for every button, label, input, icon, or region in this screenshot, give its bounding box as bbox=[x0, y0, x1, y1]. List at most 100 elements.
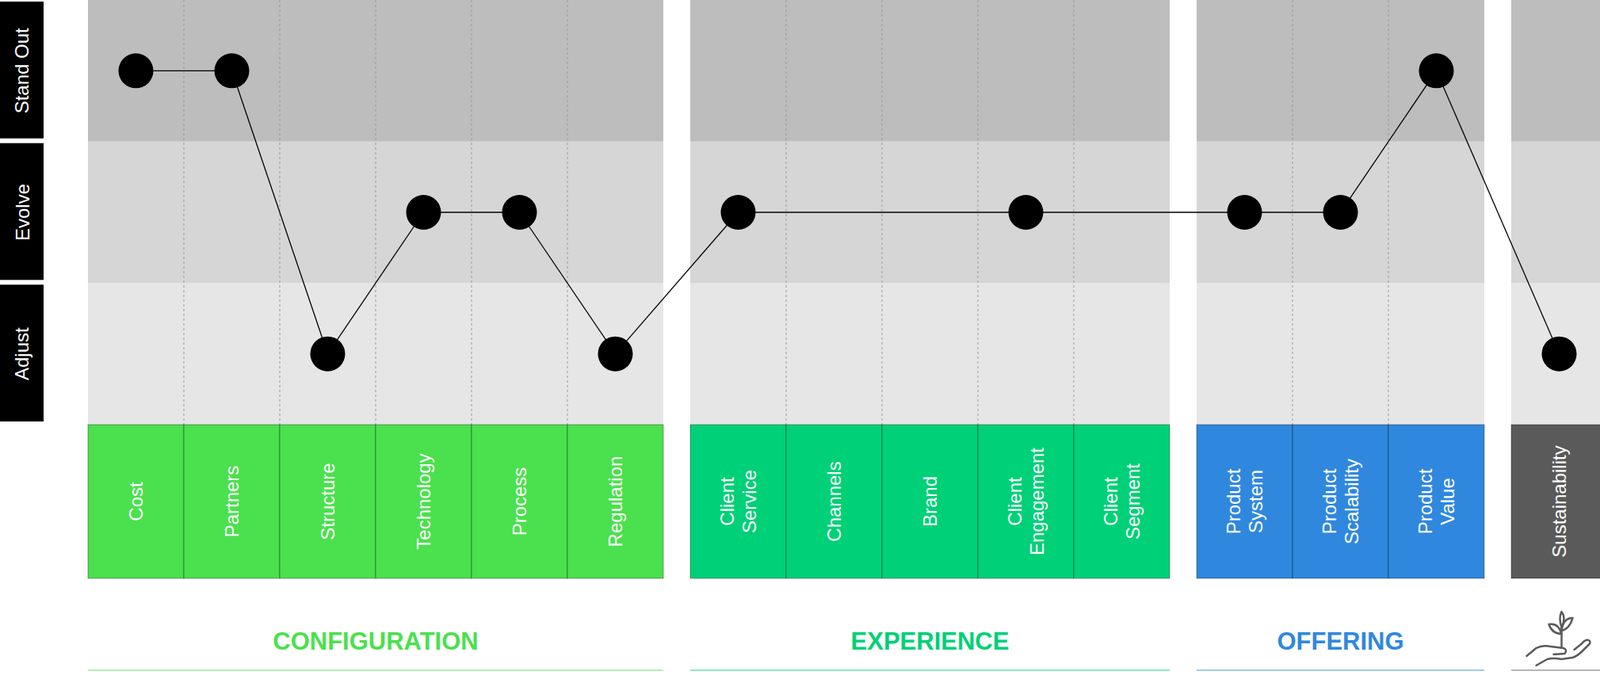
profile-segment bbox=[1436, 70, 1560, 354]
profile-point bbox=[1323, 194, 1359, 230]
category-label-line: Client bbox=[1004, 477, 1026, 527]
category-label-line: Process bbox=[508, 467, 531, 537]
level-band bbox=[690, 0, 1170, 142]
category-label-line: Scalability bbox=[1340, 458, 1363, 545]
category-label-line: Service bbox=[738, 469, 760, 534]
level-label: Stand Out bbox=[11, 27, 34, 114]
level-band bbox=[1511, 0, 1600, 142]
category-box bbox=[1511, 424, 1600, 579]
level-band bbox=[1196, 141, 1485, 284]
category-box bbox=[786, 424, 883, 579]
category-box bbox=[1292, 424, 1389, 579]
profile-point bbox=[214, 53, 250, 88]
category-label-line: Client bbox=[716, 477, 738, 527]
group-underline bbox=[87, 669, 664, 672]
level-band bbox=[1511, 282, 1600, 425]
group-title: EXPERIENCE bbox=[851, 627, 1010, 656]
profile-point bbox=[406, 194, 442, 230]
column-separator bbox=[567, 0, 569, 425]
level-band bbox=[1511, 141, 1600, 284]
chart-svg: AdjustEvolveStand OutCostPartnersStructu… bbox=[0, 0, 1600, 675]
profile-segment bbox=[738, 211, 1027, 213]
category-label: ProductValue bbox=[1414, 468, 1459, 535]
category-label-line: Client bbox=[1099, 477, 1122, 527]
level-label: Adjust bbox=[11, 327, 34, 381]
profile-segment bbox=[519, 212, 616, 355]
profile-segment bbox=[328, 212, 424, 355]
profile-point bbox=[598, 336, 634, 372]
category-label-line: Product bbox=[1222, 468, 1245, 535]
profile-point bbox=[1419, 53, 1455, 88]
category-label: Channels bbox=[823, 461, 845, 542]
category-label-line: Brand bbox=[919, 476, 941, 527]
group-underline bbox=[1511, 669, 1600, 672]
category-box bbox=[1073, 424, 1170, 579]
profile-point bbox=[118, 53, 154, 88]
category-box bbox=[977, 424, 1074, 579]
category-box bbox=[183, 424, 280, 579]
category-label-line: Value bbox=[1436, 477, 1459, 526]
category-label-line: Partners bbox=[221, 465, 243, 539]
icon-hand-bottom bbox=[1536, 640, 1591, 666]
group-title: OFFERING bbox=[1276, 627, 1404, 656]
category-label: Technology bbox=[412, 453, 435, 550]
category-label: Structure bbox=[316, 462, 339, 540]
column-separator bbox=[183, 0, 185, 425]
column-separator bbox=[375, 0, 377, 425]
category-label-line: Product bbox=[1318, 468, 1341, 535]
category-label: Partners bbox=[221, 465, 243, 539]
level-band bbox=[1196, 282, 1485, 425]
profile-point bbox=[310, 336, 346, 372]
profile-point bbox=[502, 194, 538, 230]
category-label-line: Segment bbox=[1122, 463, 1144, 540]
category-label: ProductSystem bbox=[1222, 468, 1267, 535]
category-label-line: Channels bbox=[823, 461, 845, 542]
category-box bbox=[279, 424, 376, 579]
profile-segment bbox=[1026, 211, 1245, 213]
category-label: ClientSegment bbox=[1099, 463, 1144, 540]
category-label-line: Technology bbox=[412, 453, 435, 550]
category-label-line: Regulation bbox=[604, 456, 627, 548]
level-label-box bbox=[0, 284, 44, 422]
profile-point bbox=[721, 194, 757, 230]
profile-point bbox=[1542, 336, 1578, 372]
category-label-line: Sustainability bbox=[1548, 445, 1570, 558]
category-label-line: Engagement bbox=[1026, 447, 1048, 556]
icon-leaf bbox=[1549, 624, 1562, 634]
category-label-line: Product bbox=[1414, 468, 1436, 535]
category-label-line: Structure bbox=[316, 462, 339, 540]
chart-root: AdjustEvolveStand OutCostPartnersStructu… bbox=[0, 0, 1600, 675]
category-box bbox=[375, 424, 472, 579]
icon-leaf bbox=[1560, 611, 1565, 628]
category-box bbox=[471, 424, 568, 579]
category-box bbox=[690, 424, 787, 579]
profile-segment bbox=[615, 212, 739, 355]
level-label-box bbox=[0, 143, 44, 281]
category-label: Process bbox=[508, 467, 531, 537]
icon-hand bbox=[1527, 645, 1567, 657]
level-band bbox=[690, 282, 1170, 425]
category-label: ClientEngagement bbox=[1004, 447, 1048, 556]
profile-point bbox=[1227, 194, 1263, 230]
sustainability-icon bbox=[1527, 611, 1591, 666]
category-box bbox=[1388, 424, 1485, 579]
category-box bbox=[567, 424, 664, 579]
profile-point bbox=[1008, 194, 1044, 230]
category-label-line: Cost bbox=[125, 481, 147, 522]
category-box bbox=[87, 424, 184, 579]
group-underline bbox=[1196, 669, 1485, 672]
group-title: CONFIGURATION bbox=[272, 627, 478, 656]
profile-segment bbox=[232, 70, 329, 354]
category-box bbox=[882, 424, 978, 579]
group-underline bbox=[690, 669, 1170, 672]
category-label: Sustainability bbox=[1548, 445, 1570, 558]
category-label: Regulation bbox=[604, 456, 627, 548]
level-label-box bbox=[0, 1, 44, 139]
category-box bbox=[1196, 424, 1293, 579]
category-label: Cost bbox=[125, 481, 147, 522]
category-label: Brand bbox=[919, 476, 941, 527]
level-band bbox=[1196, 0, 1485, 142]
category-label: ClientService bbox=[716, 469, 760, 534]
profile-segment bbox=[1340, 70, 1437, 213]
series-group bbox=[118, 53, 1578, 371]
